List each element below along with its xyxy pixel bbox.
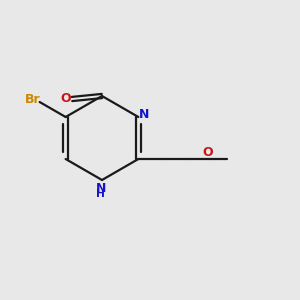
Text: H: H [96, 189, 105, 199]
Text: N: N [96, 182, 106, 196]
Text: O: O [203, 146, 213, 159]
Text: Br: Br [25, 93, 41, 106]
Text: O: O [60, 92, 71, 105]
Text: N: N [139, 107, 149, 121]
